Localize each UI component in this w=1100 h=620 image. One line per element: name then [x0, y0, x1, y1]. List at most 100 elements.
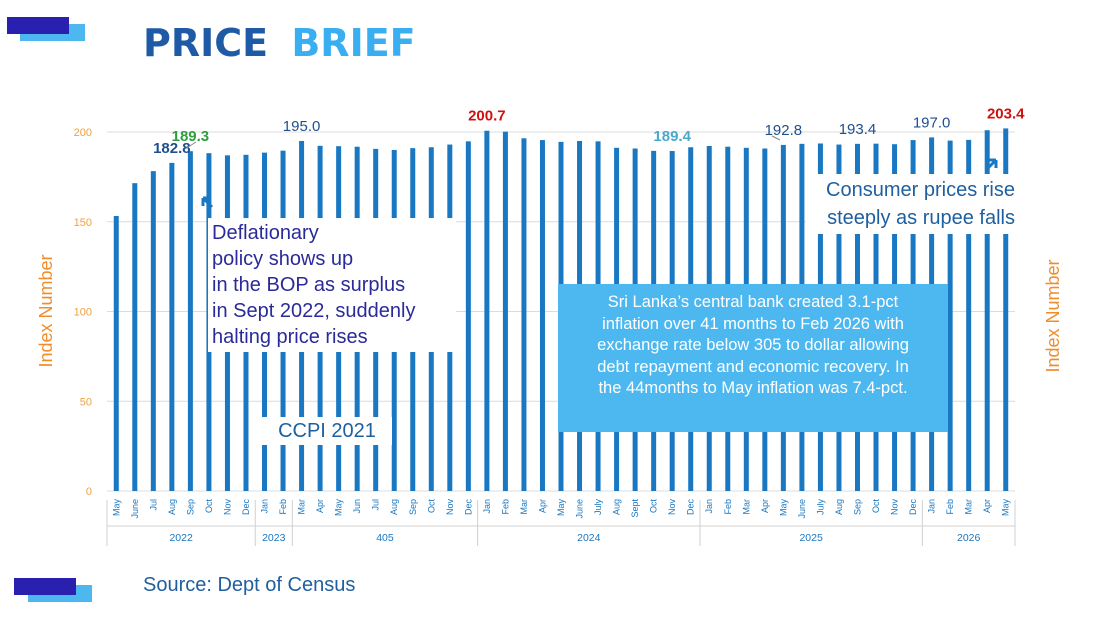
- y-tick-label: 100: [74, 307, 92, 319]
- x-tick-label: June: [797, 499, 807, 519]
- y-tick-label: 150: [74, 217, 92, 229]
- rupee-note-line: Consumer prices rise: [826, 179, 1015, 201]
- callout-line: Sri Lanka’s central bank created 3.1-pct: [607, 293, 899, 311]
- bar: [187, 151, 193, 492]
- title-part2: BRIEF: [291, 21, 415, 65]
- bar: [465, 141, 471, 492]
- callout-line: debt repayment and economic recovery. In: [597, 357, 909, 376]
- callout-line: the 44months to May inflation was 7.4-pc…: [598, 379, 908, 397]
- source-note: Source: Dept of Census: [143, 574, 356, 596]
- deflation-note-line: Deflationary: [212, 222, 319, 244]
- x-tick-label: Feb: [500, 499, 510, 515]
- x-tick-label: Aug: [389, 499, 399, 515]
- x-tick-label: Apr: [982, 499, 992, 513]
- x-tick-label: Apr: [315, 499, 325, 513]
- logo-block-dark-bottom: [14, 578, 76, 595]
- x-tick-label: Jan: [704, 499, 714, 514]
- y-tick-label: 200: [74, 127, 92, 139]
- year-group-label: 2026: [957, 532, 981, 544]
- x-tick-label: Apr: [760, 499, 770, 513]
- y-tick-label: 50: [80, 396, 92, 408]
- x-tick-label: Nov: [890, 499, 900, 516]
- year-group-label: 2025: [799, 532, 823, 544]
- x-tick-label: Jul: [148, 499, 158, 511]
- x-tick-label: May: [334, 499, 344, 517]
- x-tick-labels: May June Jul Aug Sep Oct Nov Dec Jan Feb Mar Apr May…: [111, 499, 1010, 519]
- x-tick-label: Sept: [630, 499, 640, 518]
- x-tick-label: Dec: [908, 499, 918, 516]
- data-label: 195.0: [283, 118, 321, 135]
- x-tick-label: Jan: [260, 499, 270, 514]
- bar: [132, 183, 138, 491]
- arrow-up-left-icon: [201, 196, 214, 209]
- deflation-note: Deflationary policy shows up in the BOP …: [208, 218, 456, 352]
- x-tick-label: May: [778, 499, 788, 517]
- x-tick-label: Oct: [649, 499, 659, 514]
- year-group-label: 2023: [262, 532, 286, 544]
- x-tick-label: May: [111, 499, 121, 517]
- x-tick-label: Feb: [278, 499, 288, 515]
- x-tick-label: Oct: [204, 499, 214, 514]
- x-tick-label: Aug: [612, 499, 622, 515]
- callout-line: inflation over 41 months to Feb 2026 wit…: [602, 314, 904, 333]
- x-tick-label: Mar: [964, 499, 974, 515]
- x-tick-label: Apr: [537, 499, 547, 513]
- data-label: 189.3: [172, 128, 210, 145]
- data-label: 200.7: [468, 108, 506, 125]
- x-tick-label: May: [1001, 499, 1011, 517]
- deflation-note-line: in Sept 2022, suddenly: [212, 300, 416, 322]
- x-tick-label: Sep: [408, 499, 418, 515]
- x-tick-label: June: [130, 499, 140, 519]
- y-tick-label: 0: [86, 486, 92, 498]
- bar: [947, 140, 953, 491]
- y-axis-label-left: Index Number: [36, 254, 56, 367]
- x-tick-label: Dec: [463, 499, 473, 516]
- callout-line: exchange rate below 305 to dollar allowi…: [597, 336, 909, 354]
- x-tick-label: Mar: [519, 499, 529, 515]
- bar: [521, 138, 527, 491]
- bar: [966, 139, 972, 491]
- x-tick-label: Feb: [723, 499, 733, 515]
- deflation-note-line: policy shows up: [212, 248, 354, 270]
- x-tick-label: Mar: [741, 499, 751, 515]
- bar: [502, 131, 508, 492]
- bar: [539, 140, 545, 491]
- x-tick-label: Sep: [852, 499, 862, 515]
- arrow-up-right-icon: [984, 158, 998, 172]
- x-tick-label: Dec: [241, 499, 251, 516]
- x-tick-label: Jun: [352, 499, 362, 514]
- y-tick-labels: 0 50 100 150 200: [74, 127, 92, 498]
- bar: [150, 171, 156, 492]
- data-label: 182.8: [153, 140, 191, 157]
- leader-line-189: [184, 141, 197, 150]
- x-tick-label: Aug: [167, 499, 177, 515]
- x-tick-label: May: [556, 499, 566, 517]
- year-group-label: 405: [376, 532, 394, 544]
- deflation-note-line: in the BOP as surplus: [212, 274, 406, 296]
- x-tick-label: July: [815, 499, 825, 516]
- year-group-label: 2024: [577, 532, 601, 544]
- deflation-note-line: halting price rises: [212, 326, 368, 348]
- inflation-callout: Sri Lanka’s central bank created 3.1-pct…: [558, 284, 948, 432]
- y-axis-label-right: Index Number: [1043, 259, 1063, 372]
- data-label: 192.8: [765, 122, 803, 139]
- title-part1: PRICE: [143, 21, 268, 65]
- bar: [169, 162, 175, 491]
- x-tick-label: Jul: [371, 499, 381, 511]
- x-tick-label: Jan: [482, 499, 492, 514]
- x-tick-label: Nov: [222, 499, 232, 516]
- data-label: 203.4: [987, 105, 1025, 122]
- x-tick-label: June: [575, 499, 585, 519]
- series-label: CCPI 2021: [262, 417, 392, 445]
- rupee-note: Consumer prices rise steeply as rupee fa…: [806, 174, 1019, 234]
- page-title: PRICE BRIEF: [143, 21, 416, 65]
- bar: [984, 130, 990, 491]
- x-tick-label: Sep: [185, 499, 195, 515]
- x-tick-label: Nov: [667, 499, 677, 516]
- data-label: 193.4: [839, 121, 877, 138]
- x-tick-label: July: [593, 499, 603, 516]
- x-tick-label: Oct: [871, 499, 881, 514]
- bar: [484, 130, 490, 491]
- x-tick-label: Mar: [297, 499, 307, 515]
